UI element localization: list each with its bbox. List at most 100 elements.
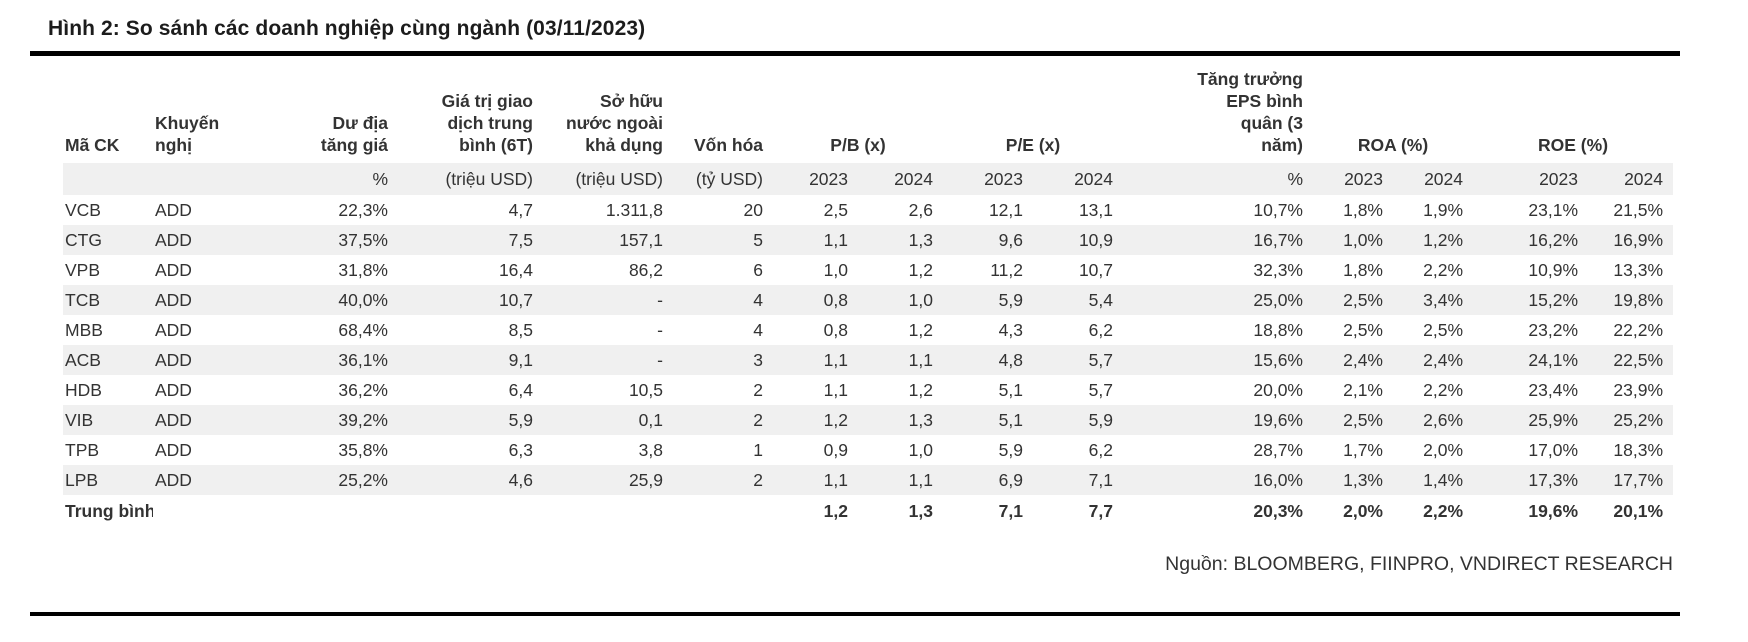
value-cell: 4 — [753, 290, 763, 310]
value-cell: 16,2% — [1528, 230, 1579, 250]
recommendation-cell: ADD — [155, 470, 192, 490]
unit-roa-2024: 2024 — [1393, 163, 1474, 195]
value-cell: 21,5% — [1613, 200, 1664, 220]
unit-upside: % — [248, 163, 398, 195]
value-cell: 2,4% — [1343, 350, 1383, 370]
value-cell: 2,4% — [1423, 350, 1464, 370]
value-cell: 6,3 — [508, 440, 533, 460]
value-cell: 25,9% — [1528, 410, 1579, 430]
unit-avg-trading-value: (triệu USD) — [398, 163, 543, 195]
value-cell: 2,5 — [823, 200, 848, 220]
value-cell: 10,5 — [628, 380, 663, 400]
value-cell: 18,8% — [1253, 320, 1303, 340]
value-cell: 13,1 — [1078, 200, 1113, 220]
value-cell: 36,1% — [338, 350, 388, 370]
value-cell: 25,2% — [338, 470, 388, 490]
value-cell: 7,5 — [508, 230, 533, 250]
value-cell: 0,8 — [823, 290, 848, 310]
col-header-foreign-ownership: Sở hữu nước ngoài khả dụng — [565, 91, 663, 155]
table-row: CTG ADD 37,5% 7,5 157,1 5 1,1 1,3 9,6 10,9 16,7% 1,… — [63, 225, 1674, 255]
value-cell: 10,7% — [1253, 200, 1303, 220]
value-cell: 2,5% — [1343, 410, 1383, 430]
value-cell: 20,3% — [1253, 501, 1303, 521]
value-cell: 2 — [753, 470, 763, 490]
value-cell: 16,9% — [1613, 230, 1664, 250]
ticker-cell: VPB — [65, 260, 101, 280]
table-row: MBB ADD 68,4% 8,5 - 4 0,8 1,2 4,3 6,2 18,8% 2,5% 2,5… — [63, 315, 1673, 345]
value-cell: 2,5% — [1343, 320, 1383, 340]
value-cell: 3,8 — [638, 440, 663, 460]
value-cell: 17,7% — [1613, 470, 1664, 490]
value-cell: 2,1% — [1343, 380, 1383, 400]
unit-empty-recommendation — [153, 163, 248, 195]
value-cell: 25,0% — [1253, 290, 1303, 310]
col-header-ticker: Mã CK — [65, 135, 120, 155]
value-cell: 16,7% — [1253, 230, 1303, 250]
value-cell: 1,1 — [823, 230, 848, 250]
value-cell: 23,4% — [1528, 380, 1579, 400]
value-cell: 1,0 — [823, 260, 848, 280]
value-cell: 1,0 — [908, 440, 933, 460]
recommendation-cell — [153, 495, 248, 527]
value-cell: 1,4% — [1423, 470, 1464, 490]
value-cell: 1,1 — [823, 380, 848, 400]
value-cell: 1,0 — [908, 290, 933, 310]
value-cell: 1,0% — [1343, 230, 1383, 250]
value-cell: 5,7 — [1088, 380, 1113, 400]
col-header-upside: Dư địa tăng giá — [320, 113, 388, 155]
col-group-roa: ROA (%) — [1357, 135, 1429, 155]
value-cell: 5,9 — [998, 440, 1023, 460]
value-cell: 5,1 — [998, 380, 1023, 400]
average-row: Trung bình 1,2 1,3 7,1 7,7 20,3% 2,0% 2,2% 19,6%… — [63, 495, 1674, 527]
unit-pe-2023: 2023 — [943, 163, 1033, 195]
table-row: LPB ADD 25,2% 4,6 25,9 2 1,1 1,1 6,9 7,1 16,0% 1,3%… — [63, 465, 1674, 495]
value-cell: 6,4 — [508, 380, 533, 400]
value-cell: 5,4 — [1088, 290, 1113, 310]
value-cell: 15,6% — [1253, 350, 1303, 370]
value-cell — [673, 495, 773, 527]
bottom-rule — [30, 612, 1680, 616]
value-cell: 7,1 — [998, 501, 1023, 521]
value-cell: 20 — [743, 200, 763, 220]
value-cell: 10,7 — [1078, 260, 1113, 280]
value-cell: 1,1 — [908, 350, 933, 370]
col-header-recommendation: Khuyến nghị — [155, 113, 220, 155]
value-cell: 6,9 — [998, 470, 1023, 490]
value-cell: 19,6% — [1253, 410, 1303, 430]
value-cell: - — [657, 320, 663, 340]
value-cell: 20,0% — [1253, 380, 1303, 400]
value-cell: 19,6% — [1528, 501, 1579, 521]
table-body: VCB ADD 22,3% 4,7 1.311,8 20 2,5 2,6 12,1 13,1 10,… — [63, 195, 1674, 527]
value-cell: 12,1 — [988, 200, 1023, 220]
recommendation-cell: ADD — [155, 320, 192, 340]
value-cell: 6,2 — [1088, 440, 1113, 460]
unit-roe-2024: 2024 — [1588, 163, 1674, 195]
value-cell: 1,9% — [1423, 200, 1464, 220]
ticker-cell: MBB — [65, 320, 103, 340]
unit-foreign-ownership: (triệu USD) — [543, 163, 673, 195]
value-cell: 2,5% — [1423, 320, 1464, 340]
value-cell: 23,1% — [1528, 200, 1579, 220]
recommendation-cell: ADD — [155, 260, 192, 280]
value-cell: 6,2 — [1088, 320, 1113, 340]
table-row: VCB ADD 22,3% 4,7 1.311,8 20 2,5 2,6 12,1 13,1 10,… — [63, 195, 1673, 225]
value-cell: 22,3% — [338, 200, 388, 220]
value-cell: 5 — [753, 230, 763, 250]
value-cell: 3 — [753, 350, 763, 370]
value-cell: 37,5% — [338, 230, 388, 250]
value-cell: 157,1 — [619, 230, 663, 250]
table-row: TPB ADD 35,8% 6,3 3,8 1 0,9 1,0 5,9 6,2 28,7% 1,7% 2… — [63, 435, 1673, 465]
value-cell: - — [657, 350, 663, 370]
value-cell: 10,9% — [1528, 260, 1579, 280]
value-cell: 5,7 — [1088, 350, 1113, 370]
value-cell: 4 — [753, 320, 763, 340]
unit-pb-2023: 2023 — [773, 163, 858, 195]
ticker-cell: VIB — [65, 410, 94, 430]
value-cell: 15,2% — [1528, 290, 1579, 310]
value-cell: 1,8% — [1343, 200, 1383, 220]
col-group-pe: P/E (x) — [1005, 135, 1061, 155]
value-cell: 4,6 — [508, 470, 533, 490]
value-cell: 23,9% — [1613, 380, 1664, 400]
recommendation-cell: ADD — [155, 200, 192, 220]
ticker-cell: Trung bình — [65, 501, 153, 521]
